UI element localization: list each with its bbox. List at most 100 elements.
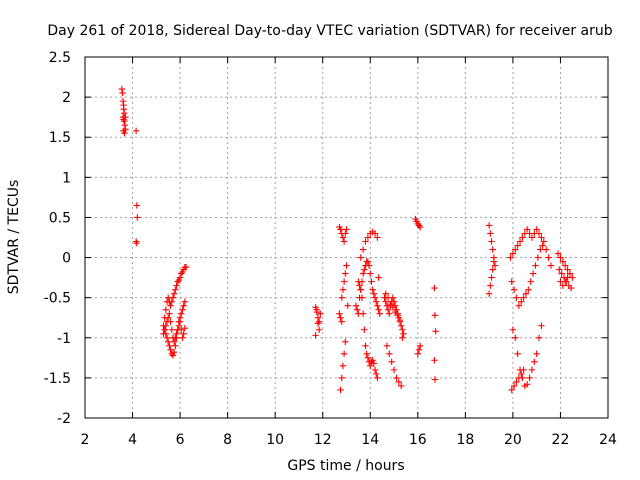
data-point [172, 342, 179, 349]
series-arc-3 [160, 263, 190, 359]
y-tick-label: -1.5 [44, 371, 71, 387]
data-point [523, 381, 531, 388]
data-point [490, 258, 498, 265]
data-point [519, 234, 526, 241]
chart-title: Day 261 of 2018, Sidereal Day-to-day VTE… [47, 23, 612, 39]
data-point [390, 298, 398, 305]
x-tick-label: 2 [81, 432, 90, 448]
x-tick-label: 22 [552, 432, 570, 448]
data-point [352, 302, 360, 309]
data-point [397, 322, 405, 329]
data-point [182, 263, 190, 271]
data-point [342, 338, 349, 345]
data-point [388, 358, 395, 366]
data-point [178, 310, 185, 317]
data-point [559, 282, 567, 289]
plot-frame [84, 56, 609, 419]
data-point [526, 374, 533, 382]
data-point [566, 270, 574, 277]
data-point [342, 270, 349, 277]
data-point [533, 226, 540, 233]
data-point [361, 266, 368, 273]
data-point [180, 330, 187, 337]
data-point [359, 270, 367, 277]
series-arc-7 [381, 290, 407, 390]
data-point [336, 310, 343, 317]
data-point [509, 250, 517, 257]
data-point [361, 326, 368, 333]
data-point [382, 298, 389, 305]
data-point [375, 306, 382, 313]
data-point [531, 358, 538, 366]
data-point [432, 328, 439, 335]
data-point [390, 366, 398, 374]
data-point [399, 326, 406, 333]
data-point [338, 318, 345, 325]
data-point [166, 342, 173, 349]
data-point [165, 338, 172, 345]
data-point [356, 282, 363, 289]
data-point [508, 278, 515, 285]
data-point [393, 374, 400, 382]
data-point [165, 314, 172, 321]
data-point [173, 282, 180, 289]
data-point [167, 302, 174, 309]
data-point [547, 262, 555, 269]
data-point [487, 282, 494, 289]
data-point [513, 294, 520, 301]
data-point [375, 274, 382, 281]
x-tick-label: 10 [266, 432, 284, 448]
data-point [122, 113, 129, 121]
series-arc-5 [336, 223, 351, 394]
data-point [515, 302, 523, 309]
data-point [343, 226, 350, 233]
data-point [314, 320, 322, 327]
data-point [532, 262, 539, 269]
y-tick-label: -1 [57, 331, 71, 347]
x-tick-label: 24 [599, 432, 617, 448]
data-point [384, 306, 392, 313]
data-point [167, 346, 174, 354]
data-point [431, 357, 438, 364]
data-point [373, 298, 380, 305]
data-point [338, 374, 345, 382]
data-point [337, 226, 344, 233]
data-point [362, 342, 369, 349]
data-point [558, 270, 565, 277]
data-point [367, 270, 374, 277]
data-point [358, 294, 366, 301]
data-point [339, 286, 347, 293]
data-point [340, 350, 348, 358]
data-point [520, 366, 527, 374]
data-point [337, 314, 344, 321]
data-point [317, 310, 324, 317]
x-tick-label: 18 [456, 432, 474, 448]
data-point [172, 286, 179, 293]
data-point [512, 246, 519, 253]
data-point [169, 352, 177, 359]
data-point [340, 278, 348, 285]
data-point [533, 350, 540, 358]
y-tick-label: -0.5 [44, 291, 71, 307]
x-tick-label: 12 [314, 432, 332, 448]
data-point [160, 330, 167, 337]
data-point [399, 334, 406, 341]
y-tick-label: 1.5 [49, 130, 71, 146]
data-point [357, 254, 364, 261]
data-point [313, 306, 320, 313]
data-point [371, 230, 379, 237]
data-point [395, 378, 402, 386]
data-point [132, 127, 140, 135]
data-point [337, 386, 344, 394]
data-point [527, 278, 534, 285]
data-point [176, 274, 184, 281]
data-point [368, 278, 375, 285]
data-point [489, 246, 496, 253]
data-point [176, 318, 184, 325]
data-point [371, 294, 379, 301]
y-tick-label: 2 [62, 90, 71, 106]
data-point [528, 366, 536, 374]
data-point [485, 222, 493, 229]
data-point [488, 238, 495, 245]
